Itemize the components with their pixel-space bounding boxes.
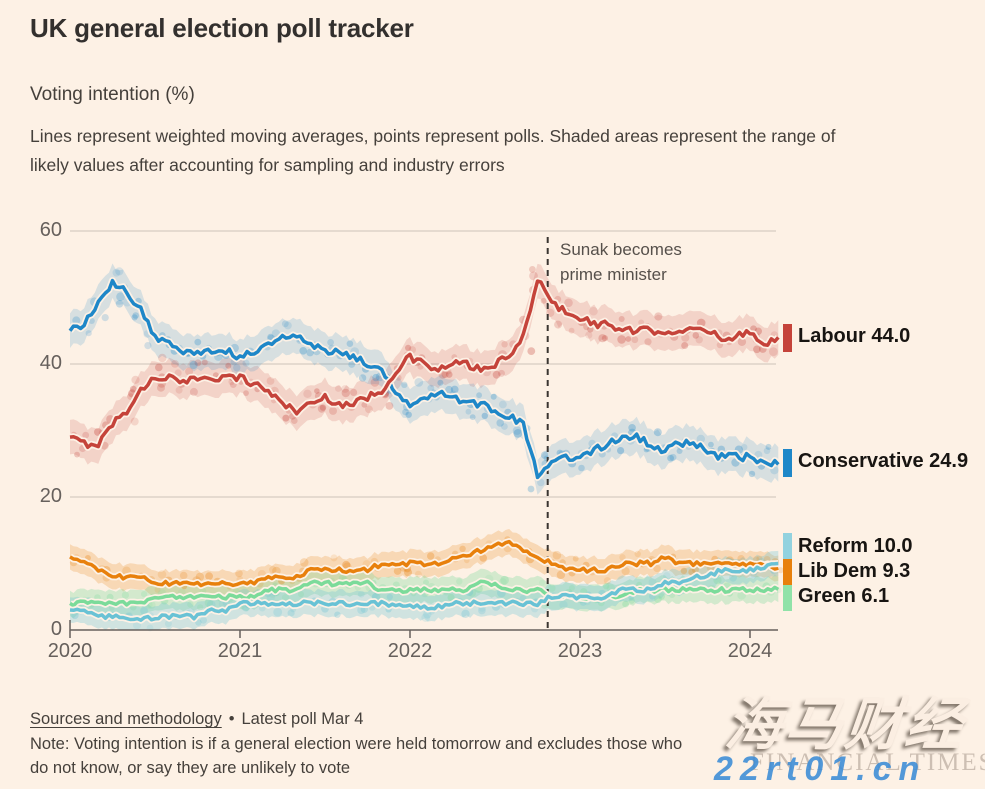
legend-swatch-labour [783, 324, 792, 352]
y-axis-label-20: 20 [39, 485, 62, 507]
legend-swatch-conservative [783, 449, 792, 477]
latest-poll-text: Latest poll Mar 4 [241, 710, 364, 728]
annotation-sunak-line1: Sunak becomes [560, 240, 682, 259]
band-reform [70, 550, 779, 630]
band-conservative [70, 263, 779, 495]
legend-swatch-reform [783, 533, 792, 559]
footer-note-line1: Note: Voting intention is if a general e… [30, 735, 683, 753]
series-label-reform: Reform 10.0 [798, 535, 913, 557]
footer-separator: • [228, 710, 235, 728]
line-lib-dem [69, 539, 779, 588]
watermark-url: 22rt01.cn [714, 750, 927, 788]
chart-description-line2: likely values after accounting for sampl… [30, 155, 505, 175]
watermark-financial-times: FINANCIAL TIMES [750, 749, 985, 776]
footer-sources-line: Sources and methodology • Latest poll Mar … [30, 710, 363, 729]
page-title: UK general election poll tracker [30, 13, 414, 43]
y-axis-label-60: 60 [39, 219, 62, 241]
footer-note-line2: do not know, or say they are unlikely to… [30, 759, 351, 777]
chart-subtitle: Voting intention (%) [30, 84, 195, 105]
x-axis-label-2020: 2020 [47, 640, 93, 662]
sources-and-methodology-link[interactable]: Sources and methodology [30, 710, 222, 728]
x-axis-label-2021: 2021 [217, 640, 263, 662]
x-axis-label-2023: 2023 [557, 640, 603, 662]
series-label-green: Green 6.1 [798, 585, 890, 607]
series-label-conservative: Conservative 24.9 [798, 450, 969, 472]
series-label-labour: Labour 44.0 [798, 325, 911, 347]
y-axis-label-40: 40 [39, 352, 62, 374]
line-reform [69, 561, 779, 622]
legend-swatch-green [783, 585, 792, 611]
line-conservative [68, 278, 780, 480]
series-label-lib-dem: Lib Dem 9.3 [798, 560, 911, 582]
x-axis-label-2022: 2022 [387, 640, 433, 662]
x-axis-label-2024: 2024 [727, 640, 773, 662]
y-axis-label-0: 0 [50, 618, 62, 640]
line-labour [69, 279, 780, 450]
watermark-chinese-logo: 海马财经 [722, 693, 969, 757]
chart-description-line1: Lines represent weighted moving averages… [30, 126, 836, 146]
legend-swatch-lib-dem [783, 559, 792, 585]
annotation-sunak-line2: prime minister [560, 265, 667, 284]
